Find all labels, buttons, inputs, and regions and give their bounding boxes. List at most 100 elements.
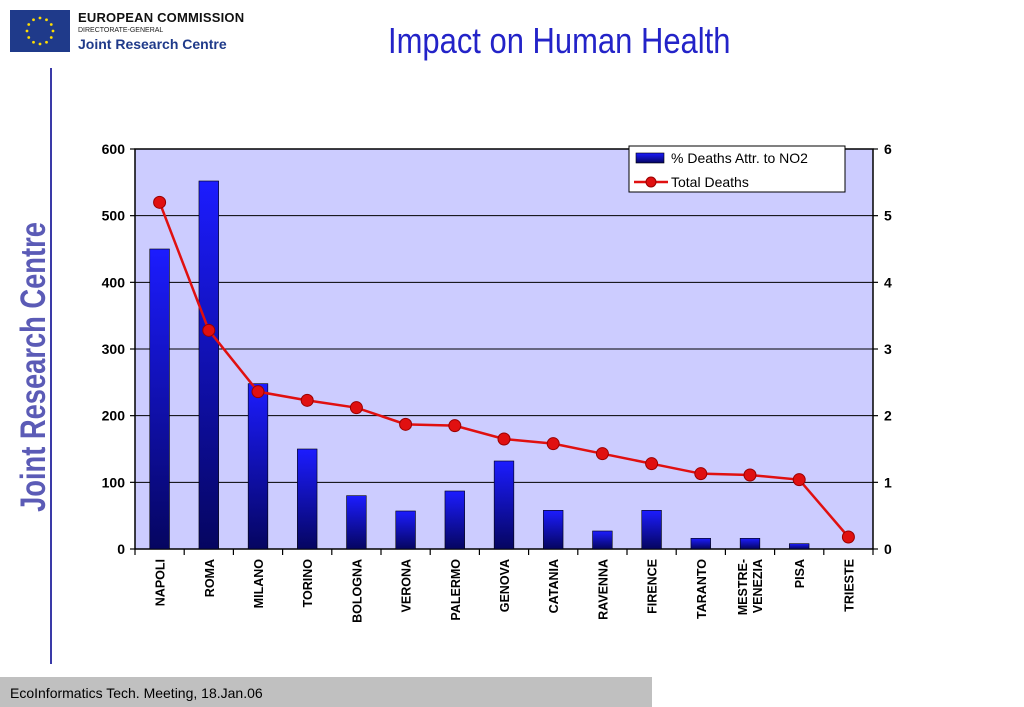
axes: 0 100 200 300 400 500 600 0 1 2 3 4 5 6 bbox=[102, 141, 892, 557]
legend-box bbox=[628, 145, 846, 193]
bar bbox=[739, 538, 761, 550]
x-label-group: FIRENCE bbox=[646, 559, 660, 614]
eu-star bbox=[45, 40, 48, 44]
y-tick-label: 100 bbox=[102, 474, 126, 490]
x-tick-label: MILANO bbox=[252, 559, 266, 609]
line-point bbox=[202, 323, 216, 337]
y-tick-label: 300 bbox=[102, 341, 126, 357]
x-label-group: TRIESTE bbox=[842, 559, 856, 612]
bar bbox=[493, 460, 515, 550]
x-tick-labels: NAPOLI ROMA MILANO TORINO BOLOGNA VERONA PALER… bbox=[154, 559, 857, 623]
x-tick-label: TRIESTE bbox=[842, 559, 856, 612]
eu-stars-icon bbox=[25, 16, 55, 46]
eu-star bbox=[25, 29, 29, 33]
line-point bbox=[841, 530, 855, 544]
x-label-group: PALERMO bbox=[449, 559, 463, 621]
page-title: Impact on Human Health bbox=[388, 20, 731, 61]
y2-tick-label: 0 bbox=[884, 541, 892, 557]
x-tick-label: ROMA bbox=[203, 559, 217, 597]
footer-bar: EcoInformatics Tech. Meeting, 18.Jan.06 bbox=[0, 677, 652, 707]
x-tick-label: FIRENCE bbox=[646, 559, 660, 614]
x-label-group: BOLOGNA bbox=[350, 559, 364, 623]
y2-tick-label: 4 bbox=[884, 274, 892, 290]
line-point bbox=[645, 457, 659, 471]
x-label-group: MESTRE- VENEZIA bbox=[736, 559, 765, 615]
org-directorate: DIRECTORATE-GENERAL bbox=[78, 27, 164, 34]
x-tick-label: MESTRE- bbox=[736, 559, 750, 615]
y2-tick-label: 6 bbox=[884, 141, 892, 157]
line-point bbox=[300, 393, 314, 407]
vertical-divider bbox=[50, 68, 52, 664]
footer-text: EcoInformatics Tech. Meeting, 18.Jan.06 bbox=[10, 685, 263, 701]
line-point bbox=[349, 401, 363, 415]
line-point bbox=[595, 447, 609, 461]
x-tick-label: GENOVA bbox=[498, 559, 512, 612]
bar bbox=[592, 530, 613, 550]
org-name: EUROPEAN COMMISSION bbox=[78, 10, 245, 25]
legend-bar-swatch bbox=[635, 152, 665, 164]
chart: 0 100 200 300 400 500 600 0 1 2 3 4 5 6 NAPOLI ROMA MIL… bbox=[102, 141, 892, 623]
y2-tick-label: 3 bbox=[884, 341, 892, 357]
line-point bbox=[399, 417, 413, 431]
eu-star bbox=[32, 40, 35, 44]
x-tick-label: BOLOGNA bbox=[350, 559, 364, 623]
x-tick-label: NAPOLI bbox=[154, 559, 168, 606]
x-label-group: MILANO bbox=[252, 559, 266, 609]
legend-line-marker bbox=[645, 176, 657, 188]
bar bbox=[444, 490, 465, 550]
x-label-group: TARANTO bbox=[695, 559, 709, 619]
eu-star bbox=[38, 16, 42, 20]
eu-star bbox=[38, 42, 42, 46]
eu-star bbox=[49, 23, 53, 26]
x-label-group: RAVENNA bbox=[596, 559, 610, 620]
bar bbox=[297, 448, 318, 550]
line-point bbox=[546, 437, 560, 451]
x-label-group: CATANIA bbox=[547, 559, 561, 613]
bar bbox=[149, 248, 170, 550]
y-tick-label: 200 bbox=[102, 408, 126, 424]
line-point bbox=[743, 468, 757, 482]
line-point bbox=[153, 195, 167, 209]
line-point bbox=[448, 419, 462, 433]
eu-star bbox=[51, 29, 55, 33]
bar bbox=[690, 538, 711, 550]
eu-star bbox=[32, 18, 35, 22]
bar bbox=[346, 495, 367, 550]
bar bbox=[641, 510, 662, 550]
line-point bbox=[251, 385, 265, 399]
x-label-group: PISA bbox=[793, 559, 807, 588]
x-tick-label: VENEZIA bbox=[751, 559, 765, 613]
legend-label: Total Deaths bbox=[671, 174, 749, 190]
line-point bbox=[694, 467, 708, 481]
line-point bbox=[497, 432, 511, 446]
legend: % Deaths Attr. to NO2 Total Deaths bbox=[628, 145, 846, 193]
y-tick-label: 500 bbox=[102, 208, 126, 224]
y-tick-label: 600 bbox=[102, 141, 126, 157]
x-label-group: GENOVA bbox=[498, 559, 512, 612]
legend-label: % Deaths Attr. to NO2 bbox=[671, 150, 808, 166]
x-tick-label: PISA bbox=[793, 559, 807, 588]
eu-star bbox=[49, 36, 53, 39]
line-point bbox=[792, 473, 806, 487]
bar bbox=[543, 510, 564, 550]
bar bbox=[395, 510, 416, 550]
line-series bbox=[153, 195, 855, 544]
y2-tick-label: 5 bbox=[884, 208, 892, 224]
org-centre: Joint Research Centre bbox=[78, 36, 227, 52]
y2-tick-label: 2 bbox=[884, 408, 892, 424]
eu-star bbox=[27, 36, 31, 39]
y-tick-label: 400 bbox=[102, 274, 126, 290]
x-label-group: ROMA bbox=[203, 559, 217, 597]
bar-series bbox=[149, 180, 810, 550]
x-tick-label: PALERMO bbox=[449, 559, 463, 621]
x-tick-label: TARANTO bbox=[695, 559, 709, 619]
eu-flag-logo bbox=[10, 10, 70, 52]
x-label-group: VERONA bbox=[400, 559, 414, 612]
bar bbox=[198, 180, 219, 550]
eu-star bbox=[27, 23, 31, 26]
x-tick-label: CATANIA bbox=[547, 559, 561, 613]
x-tick-label: VERONA bbox=[400, 559, 414, 612]
x-tick-label: RAVENNA bbox=[596, 559, 610, 620]
y2-tick-label: 1 bbox=[884, 474, 892, 490]
bar bbox=[789, 543, 810, 550]
